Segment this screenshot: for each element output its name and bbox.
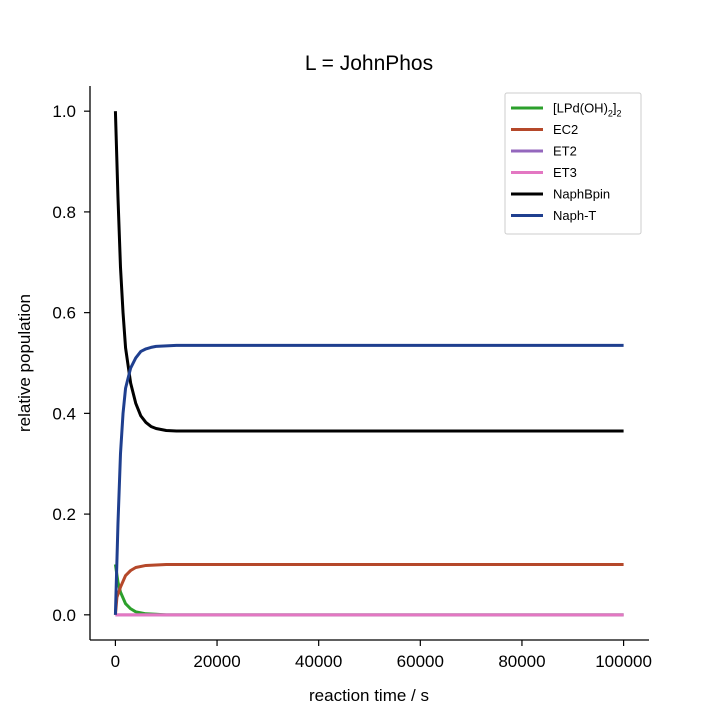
y-tick-label: 1.0 [52, 102, 76, 121]
y-axis-title: relative population [15, 294, 34, 432]
chart-title: L = JohnPhos [305, 52, 433, 75]
x-axis-ticks: 0 20000 40000 60000 80000 100000 [111, 640, 652, 671]
legend-label-naph-t: Naph-T [553, 208, 596, 223]
y-tick-label: 0.2 [52, 505, 76, 524]
series-line-naph-t [113, 343, 624, 615]
x-tick-label: 80000 [498, 652, 545, 671]
plot-area [113, 111, 624, 617]
legend-items: [LPd(OH)2]2 EC2 ET2 ET3 NaphBpin Naph-T [511, 101, 622, 223]
x-tick-label: 60000 [397, 652, 444, 671]
series-line-ec2 [113, 562, 624, 615]
legend-label-lpd-oh-2-2: [LPd(OH)2]2 [553, 101, 622, 119]
legend-label-ec2: EC2 [553, 122, 578, 137]
series-line-lpd-oh-2-2 [113, 564, 624, 617]
legend-label-et2: ET2 [553, 144, 577, 159]
x-tick-label: 40000 [295, 652, 342, 671]
legend-label-naphbpin: NaphBpin [553, 187, 610, 202]
y-tick-label: 0.0 [52, 606, 76, 625]
y-tick-label: 0.4 [52, 404, 76, 423]
y-tick-label: 0.6 [52, 304, 76, 323]
y-axis-ticks: 0.0 0.2 0.4 0.6 0.8 1.0 [52, 102, 90, 625]
series-line-naphbpin [113, 111, 624, 433]
x-tick-label: 100000 [595, 652, 652, 671]
y-tick-label: 0.8 [52, 203, 76, 222]
x-tick-label: 0 [111, 652, 120, 671]
x-tick-label: 20000 [193, 652, 240, 671]
legend-label-et3: ET3 [553, 165, 577, 180]
x-axis-title: reaction time / s [309, 686, 429, 705]
legend: [LPd(OH)2]2 EC2 ET2 ET3 NaphBpin Naph-T [504, 92, 642, 235]
